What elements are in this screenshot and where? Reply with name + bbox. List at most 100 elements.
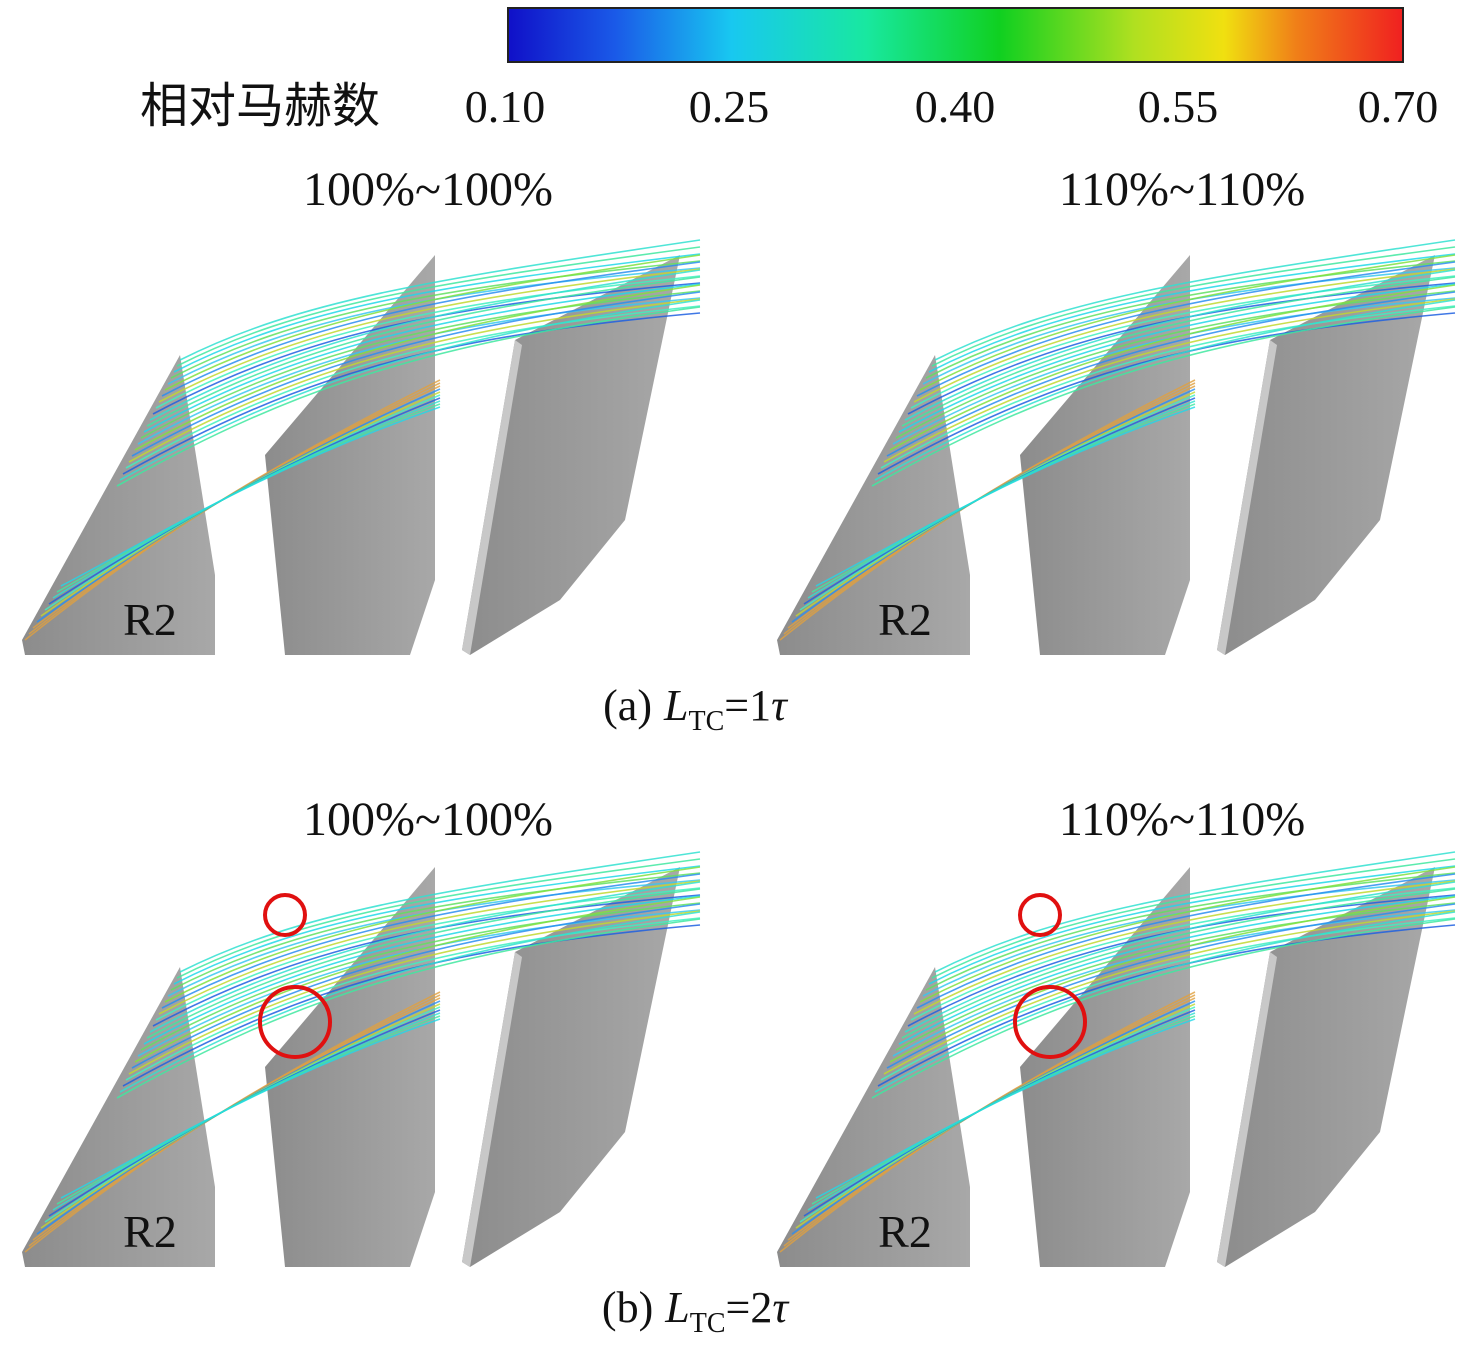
streamline bbox=[925, 872, 1456, 991]
blade-edge bbox=[1217, 952, 1277, 1267]
blade-edge bbox=[462, 340, 522, 655]
streamline bbox=[131, 903, 701, 1069]
blade bbox=[22, 355, 215, 655]
streamline bbox=[167, 267, 701, 385]
streamline bbox=[892, 909, 1456, 1057]
streamline bbox=[134, 896, 701, 1063]
highlight-circle bbox=[1013, 985, 1087, 1059]
streamline bbox=[119, 299, 701, 481]
colorbar-tick: 0.10 bbox=[465, 81, 546, 132]
streamline bbox=[140, 290, 701, 439]
streamline bbox=[880, 917, 1456, 1081]
streamline bbox=[143, 895, 701, 1045]
streamline bbox=[149, 269, 701, 421]
colorbar-tick: 0.70 bbox=[1358, 81, 1439, 132]
streamline bbox=[155, 275, 701, 409]
streamline bbox=[158, 268, 701, 403]
streamline bbox=[877, 924, 1456, 1087]
streamline bbox=[910, 887, 1456, 1021]
streamline bbox=[137, 909, 701, 1057]
streamline bbox=[155, 887, 701, 1021]
streamline bbox=[146, 276, 701, 427]
blade bbox=[777, 355, 970, 655]
streamline bbox=[889, 284, 1456, 451]
caption-eq: =2 bbox=[726, 1283, 773, 1332]
caption-sub: TC bbox=[690, 1308, 726, 1339]
streamline bbox=[877, 312, 1456, 475]
streamline bbox=[871, 306, 1456, 487]
blade bbox=[265, 255, 435, 655]
streamline bbox=[128, 910, 701, 1075]
streamline bbox=[910, 275, 1456, 409]
panel-title: 100%~100% bbox=[303, 163, 553, 216]
blade bbox=[22, 967, 215, 1267]
caption-var: L bbox=[664, 1283, 689, 1332]
streamline bbox=[146, 888, 701, 1039]
blade bbox=[1020, 255, 1190, 655]
streamline bbox=[883, 910, 1456, 1075]
streamline bbox=[925, 260, 1456, 379]
streamline bbox=[895, 290, 1456, 439]
colorbar-tick: 0.25 bbox=[689, 81, 770, 132]
streamline bbox=[883, 298, 1456, 463]
streamline bbox=[934, 851, 1456, 973]
streamline bbox=[892, 297, 1456, 445]
colorbar-tick: 0.40 bbox=[915, 81, 996, 132]
streamline bbox=[158, 880, 701, 1015]
highlight-circle bbox=[263, 893, 307, 937]
streamline bbox=[119, 911, 701, 1093]
streamline bbox=[898, 895, 1456, 1045]
streamline bbox=[934, 239, 1456, 361]
streamline bbox=[907, 894, 1456, 1027]
streamline bbox=[871, 918, 1456, 1099]
streamline bbox=[128, 298, 701, 463]
streamline bbox=[874, 299, 1456, 481]
caption-sym: τ bbox=[771, 681, 789, 730]
panel: R2 bbox=[777, 239, 1456, 655]
panel-title: 100%~100% bbox=[303, 793, 553, 846]
colorbar-label: 相对马赫数 bbox=[140, 80, 380, 133]
streamline bbox=[149, 881, 701, 1033]
streamline bbox=[164, 254, 701, 391]
streamline bbox=[928, 253, 1456, 373]
highlight-circle bbox=[258, 985, 332, 1059]
streamline bbox=[880, 305, 1456, 469]
blade-label: R2 bbox=[878, 594, 932, 645]
streamline bbox=[170, 260, 701, 379]
blade-edge bbox=[462, 952, 522, 1267]
streamline bbox=[913, 880, 1456, 1015]
streamline bbox=[176, 246, 701, 367]
streamline bbox=[898, 283, 1456, 433]
streamline bbox=[143, 283, 701, 433]
caption: (a) LTC=1τ bbox=[603, 681, 789, 737]
streamline bbox=[913, 268, 1456, 403]
streamline bbox=[176, 858, 701, 979]
streamline bbox=[886, 903, 1456, 1069]
streamline bbox=[922, 879, 1456, 997]
streamline bbox=[152, 282, 701, 415]
streamline bbox=[895, 902, 1456, 1051]
streamline bbox=[134, 284, 701, 451]
panel: R2 bbox=[22, 851, 701, 1267]
caption-eq: =1 bbox=[724, 681, 771, 730]
colorbar-tick: 0.55 bbox=[1138, 81, 1219, 132]
streamline bbox=[170, 872, 701, 991]
streamline bbox=[931, 858, 1456, 979]
caption: (b) LTC=2τ bbox=[602, 1283, 790, 1339]
highlight-circle bbox=[1018, 893, 1062, 937]
streamline bbox=[815, 406, 1196, 587]
streamline bbox=[904, 881, 1456, 1033]
blade-edge bbox=[1217, 340, 1277, 655]
streamline bbox=[901, 888, 1456, 1039]
streamline bbox=[131, 291, 701, 457]
streamline bbox=[179, 239, 701, 361]
streamline bbox=[904, 269, 1456, 421]
blade-label: R2 bbox=[123, 1206, 177, 1257]
streamline bbox=[137, 297, 701, 445]
caption-sym: τ bbox=[772, 1283, 790, 1332]
streamline bbox=[886, 291, 1456, 457]
streamline bbox=[916, 873, 1456, 1009]
streamline bbox=[116, 306, 701, 487]
panel: R2 bbox=[777, 851, 1456, 1267]
